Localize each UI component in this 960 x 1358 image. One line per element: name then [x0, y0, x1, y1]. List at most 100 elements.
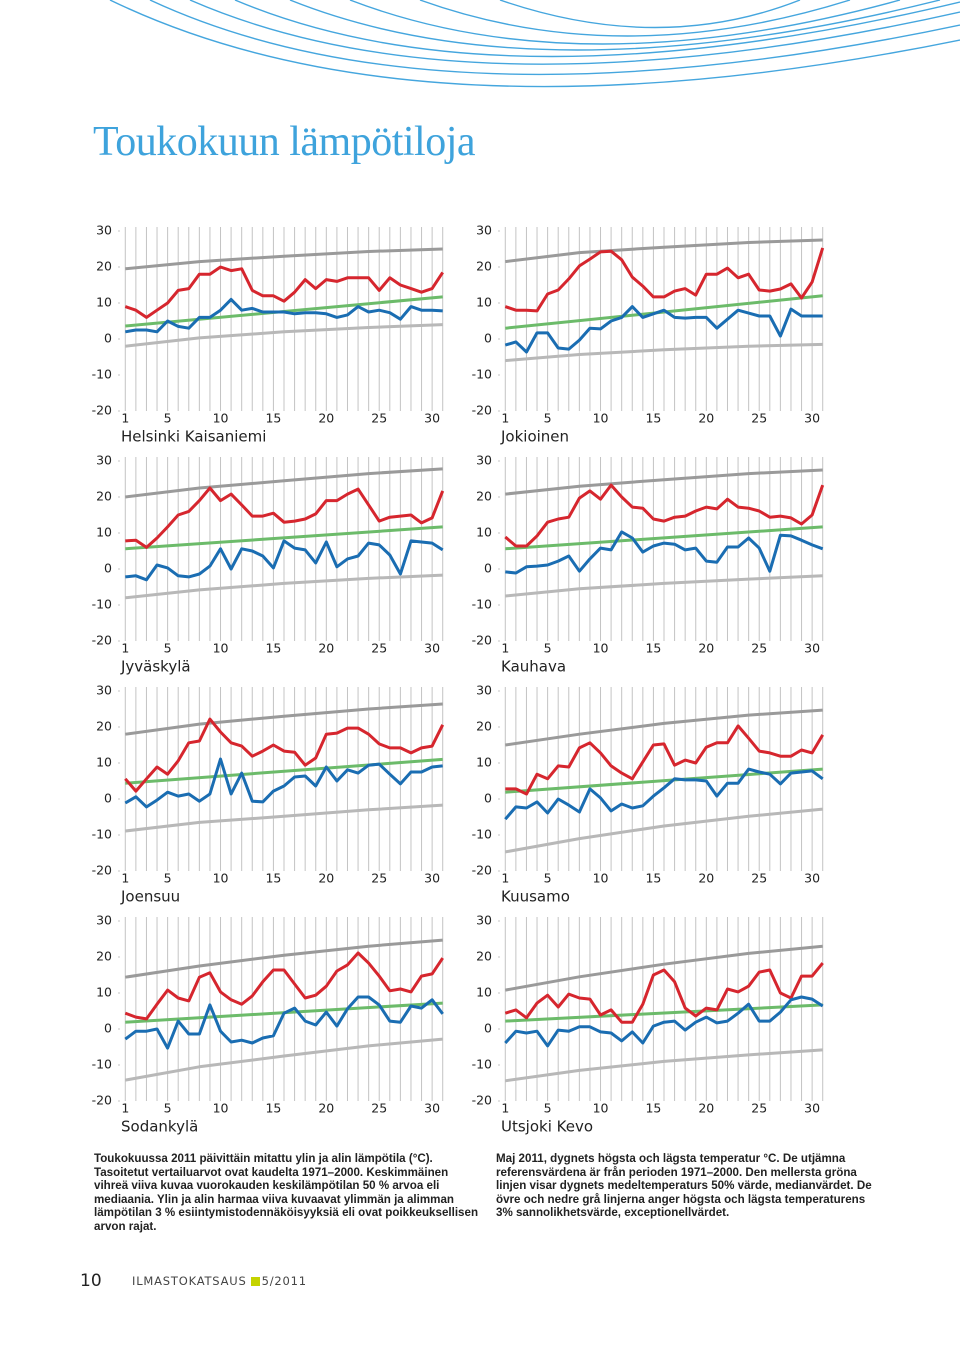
series-line [505, 944, 823, 992]
series-line [505, 342, 823, 363]
series-line [125, 525, 443, 551]
x-tick-label: 15 [265, 1101, 281, 1116]
series-line [125, 247, 443, 271]
y-tick-label: -10 [92, 597, 112, 612]
x-tick-label: 10 [213, 411, 229, 426]
y-tick-label: 30 [476, 223, 492, 238]
x-tick-label: 5 [164, 871, 172, 886]
x-tick-label: 20 [698, 411, 714, 426]
y-tick-label: 10 [96, 755, 112, 770]
y-tick-label: -10 [92, 1057, 112, 1072]
series-line [504, 767, 824, 821]
series-line [505, 525, 823, 551]
x-tick-label: 10 [593, 871, 609, 886]
x-tick-label: 5 [544, 641, 552, 656]
series-line [504, 305, 823, 354]
x-tick-label: 30 [424, 411, 440, 426]
issue: 5/2011 [261, 1274, 307, 1288]
series-line [124, 717, 445, 793]
x-tick-label: 1 [501, 411, 509, 426]
y-tick-label: 0 [484, 791, 492, 806]
x-tick-label: 5 [544, 1101, 552, 1116]
series-line [125, 573, 443, 600]
x-tick-label: 5 [544, 411, 552, 426]
series-line [505, 1003, 823, 1023]
y-tick-label: 0 [104, 1021, 112, 1036]
square-icon [250, 1276, 260, 1286]
x-tick-label: 1 [121, 641, 129, 656]
series-line [125, 486, 445, 549]
x-tick-label: 25 [751, 411, 767, 426]
x-tick-label: 20 [318, 1101, 334, 1116]
x-tick-label: 25 [751, 641, 767, 656]
station-name: Kuusamo [501, 888, 570, 906]
caption: Toukokuussa 2011 päivittäin mitattu ylin… [94, 1152, 479, 1233]
y-tick-label: 10 [96, 525, 112, 540]
series-line [504, 962, 824, 1024]
station-name: Helsinki Kaisaniemi [121, 428, 266, 446]
x-tick-label: 15 [265, 411, 281, 426]
y-tick-label: 10 [476, 295, 492, 310]
series-line [504, 995, 824, 1048]
series-line [124, 951, 444, 1021]
y-tick-label: -20 [472, 403, 492, 418]
y-tick-label: 10 [476, 525, 492, 540]
y-tick-label: 10 [476, 985, 492, 1000]
y-tick-label: -10 [472, 827, 492, 842]
x-tick-label: 10 [593, 1101, 609, 1116]
x-tick-label: 1 [121, 411, 129, 426]
x-tick-label: 5 [164, 411, 172, 426]
x-tick-label: 1 [121, 1101, 129, 1116]
x-tick-label: 30 [804, 411, 820, 426]
station-name: Jyväskylä [120, 658, 191, 676]
x-tick-label: 15 [645, 641, 661, 656]
series-line [505, 530, 824, 575]
page-title: Toukokuun lämpötiloja [93, 119, 476, 165]
y-tick-label: 10 [96, 985, 112, 1000]
series-line [505, 807, 823, 854]
x-tick-label: 15 [645, 411, 661, 426]
y-tick-label: 20 [476, 259, 492, 274]
x-tick-label: 10 [213, 641, 229, 656]
y-tick-label: 20 [476, 949, 492, 964]
y-tick-label: -20 [472, 1093, 492, 1108]
x-tick-label: 25 [371, 411, 387, 426]
x-tick-label: 10 [593, 641, 609, 656]
x-tick-label: 10 [213, 871, 229, 886]
series-line [125, 803, 443, 833]
series-line [505, 1048, 823, 1083]
station-name: Joensuu [120, 888, 180, 906]
series-line [505, 238, 823, 264]
x-tick-label: 20 [698, 871, 714, 886]
x-tick-label: 1 [501, 641, 509, 656]
caption: Maj 2011, dygnets högsta och lägsta temp… [496, 1152, 872, 1220]
y-tick-label: 30 [96, 223, 112, 238]
y-tick-label: 0 [484, 561, 492, 576]
series-line [125, 539, 444, 582]
x-tick-label: 5 [164, 1101, 172, 1116]
x-tick-label: 25 [371, 1101, 387, 1116]
x-tick-label: 20 [698, 1101, 714, 1116]
series-line [125, 323, 443, 348]
y-tick-label: 0 [104, 791, 112, 806]
y-tick-label: 30 [476, 453, 492, 468]
y-tick-label: 20 [96, 719, 112, 734]
y-tick-label: -10 [92, 367, 112, 382]
y-tick-label: -20 [92, 633, 112, 648]
y-tick-label: 30 [96, 683, 112, 698]
y-tick-label: 30 [96, 913, 112, 928]
series-line [505, 468, 823, 496]
x-tick-label: 25 [751, 871, 767, 886]
x-tick-label: 1 [501, 1101, 509, 1116]
y-tick-label: -10 [92, 827, 112, 842]
x-tick-label: 15 [645, 871, 661, 886]
series-line [505, 574, 823, 598]
y-tick-label: 0 [104, 561, 112, 576]
